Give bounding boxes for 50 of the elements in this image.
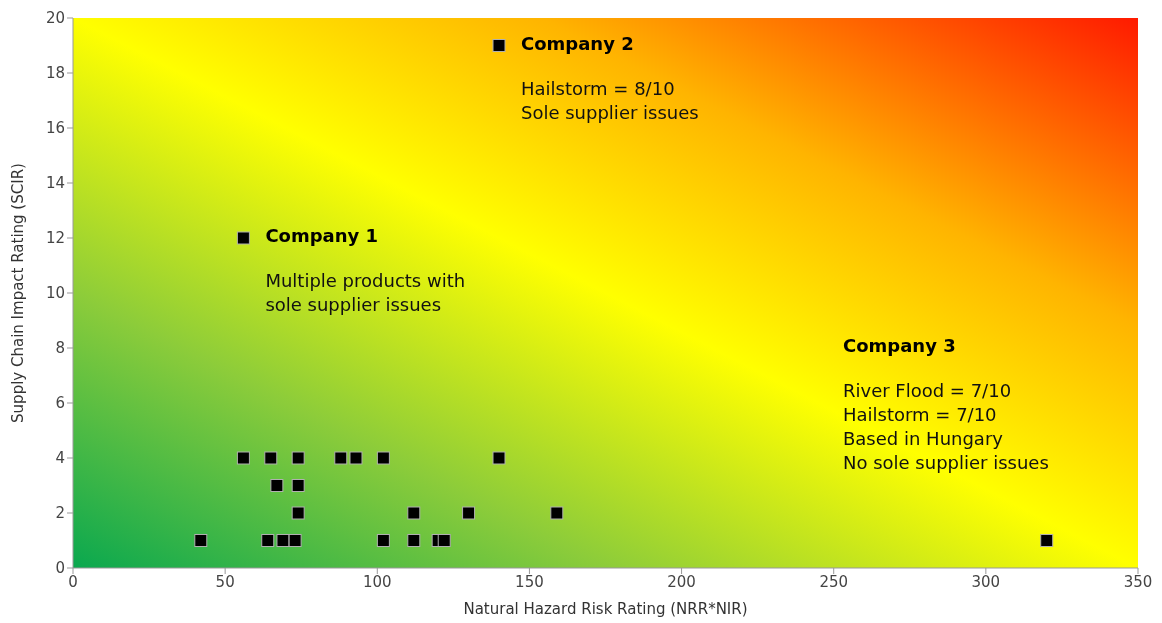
annotation: River Flood = 7/10 Hailstorm = 7/10 Based in Hungary No sole supplier issues <box>842 379 1049 475</box>
y-tick-label: 6 <box>55 394 65 413</box>
y-tick-label: 20 <box>45 9 65 28</box>
x-tick-label: 250 <box>819 572 849 591</box>
y-tick-label: 16 <box>45 119 65 138</box>
x-tick-label: 50 <box>215 572 235 591</box>
point <box>264 451 278 465</box>
point <box>492 451 506 465</box>
annotation: Company 3 <box>842 335 956 356</box>
x-axis-title: Natural Hazard Risk Rating (NRR*NIR) <box>463 600 748 618</box>
point <box>288 534 302 547</box>
annotation: Company 1 <box>265 225 379 246</box>
point <box>194 534 208 547</box>
x-tick-label: 100 <box>362 572 392 591</box>
x-tick-label: 300 <box>971 572 1001 591</box>
y-tick-label: 8 <box>55 339 65 358</box>
annotation: Hailstorm = 8/10 Sole supplier issues <box>521 76 699 125</box>
point <box>492 39 506 52</box>
point <box>291 506 305 520</box>
y-tick-label: 0 <box>55 559 65 578</box>
y-tick-label: 18 <box>45 64 65 83</box>
point <box>1040 534 1054 547</box>
point <box>334 451 348 465</box>
point <box>270 479 284 492</box>
annotation: Multiple products with sole supplier issues <box>265 269 466 317</box>
point <box>236 451 250 465</box>
point <box>376 534 390 547</box>
point <box>407 534 421 547</box>
annotation: Company 2 <box>521 32 634 54</box>
x-tick-label: 150 <box>515 572 544 591</box>
y-axis-title: Supply Chain Impact Rating (SCIR) <box>9 163 28 423</box>
point <box>261 534 275 547</box>
point <box>407 506 421 520</box>
point <box>236 231 250 245</box>
point <box>349 451 363 465</box>
point <box>550 506 564 520</box>
y-tick-label: 10 <box>45 284 65 303</box>
point <box>276 534 290 547</box>
y-tick-label: 14 <box>45 174 65 193</box>
point <box>437 534 451 547</box>
y-tick-label: 2 <box>55 504 65 523</box>
y-tick-label: 12 <box>45 229 65 248</box>
x-tick-label: 200 <box>667 572 696 591</box>
point <box>291 479 305 492</box>
point <box>291 451 305 465</box>
x-tick-label: 350 <box>1123 572 1153 591</box>
y-tick-label: 4 <box>55 449 65 468</box>
point <box>462 506 476 520</box>
x-tick-label: 0 <box>68 572 78 591</box>
point <box>376 451 390 465</box>
